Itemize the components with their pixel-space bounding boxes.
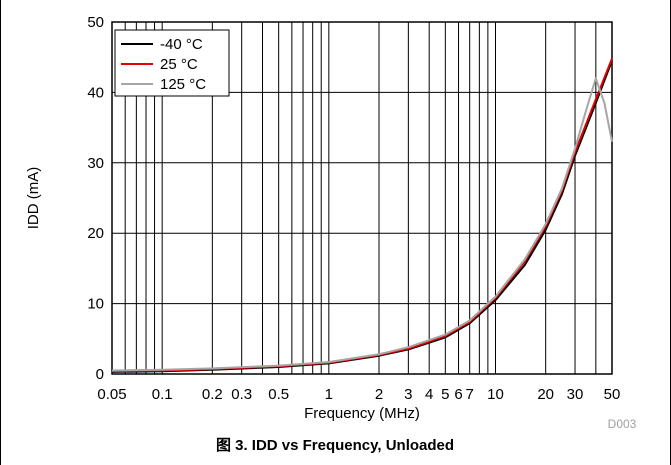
series-line-1: [111, 58, 613, 373]
x-tick-label: 30: [567, 386, 584, 403]
legend: -40 °C 25 °C 125 °C: [114, 29, 230, 97]
x-axis-title: Frequency (MHz): [304, 405, 420, 422]
x-tick-label: 0.3: [231, 386, 252, 403]
x-tick-label: 1: [325, 386, 333, 403]
x-tick-label: 50: [604, 386, 621, 403]
y-axis-title: IDD (mA): [25, 167, 42, 230]
y-tick-label: 30: [87, 155, 104, 172]
x-tick-labels: 0.05 0.1 0.2 0.3 0.5 1 2 3 4 5 6 7 10 20 30 50: [97, 386, 620, 403]
plot-frame: [111, 21, 613, 375]
x-tick-label: 3: [404, 386, 412, 403]
legend-label: -40 °C: [160, 36, 203, 53]
x-tick-label: 0.05: [97, 386, 126, 403]
y-tick-label: 10: [87, 296, 104, 313]
x-tick-label: 10: [487, 386, 504, 403]
x-tick-label: 0.2: [202, 386, 223, 403]
series-line-2: [111, 77, 613, 372]
figure-code: D003: [608, 417, 637, 431]
legend-label: 125 °C: [160, 76, 206, 93]
x-tick-label: 6: [454, 386, 462, 403]
figure-caption: 图 3. IDD vs Frequency, Unloaded: [216, 437, 454, 454]
x-tick-label: 4: [425, 386, 433, 403]
series-line-0: [111, 60, 613, 373]
x-tick-label: 7: [466, 386, 474, 403]
plot-area-border: [111, 21, 613, 375]
x-tick-label: 20: [537, 386, 554, 403]
legend-label: 25 °C: [160, 56, 198, 73]
x-tick-label: 5: [441, 386, 449, 403]
y-tick-labels: 0 10 20 30 40 50: [87, 14, 104, 383]
y-tick-label: 40: [87, 84, 104, 101]
x-tick-label: 0.1: [152, 386, 173, 403]
y-tick-label: 20: [87, 225, 104, 242]
series-group: [111, 58, 613, 373]
y-tick-label: 50: [87, 14, 104, 31]
x-tick-label: 0.5: [268, 386, 289, 403]
x-tick-label: 2: [375, 386, 383, 403]
y-tick-label: 0: [96, 366, 104, 383]
